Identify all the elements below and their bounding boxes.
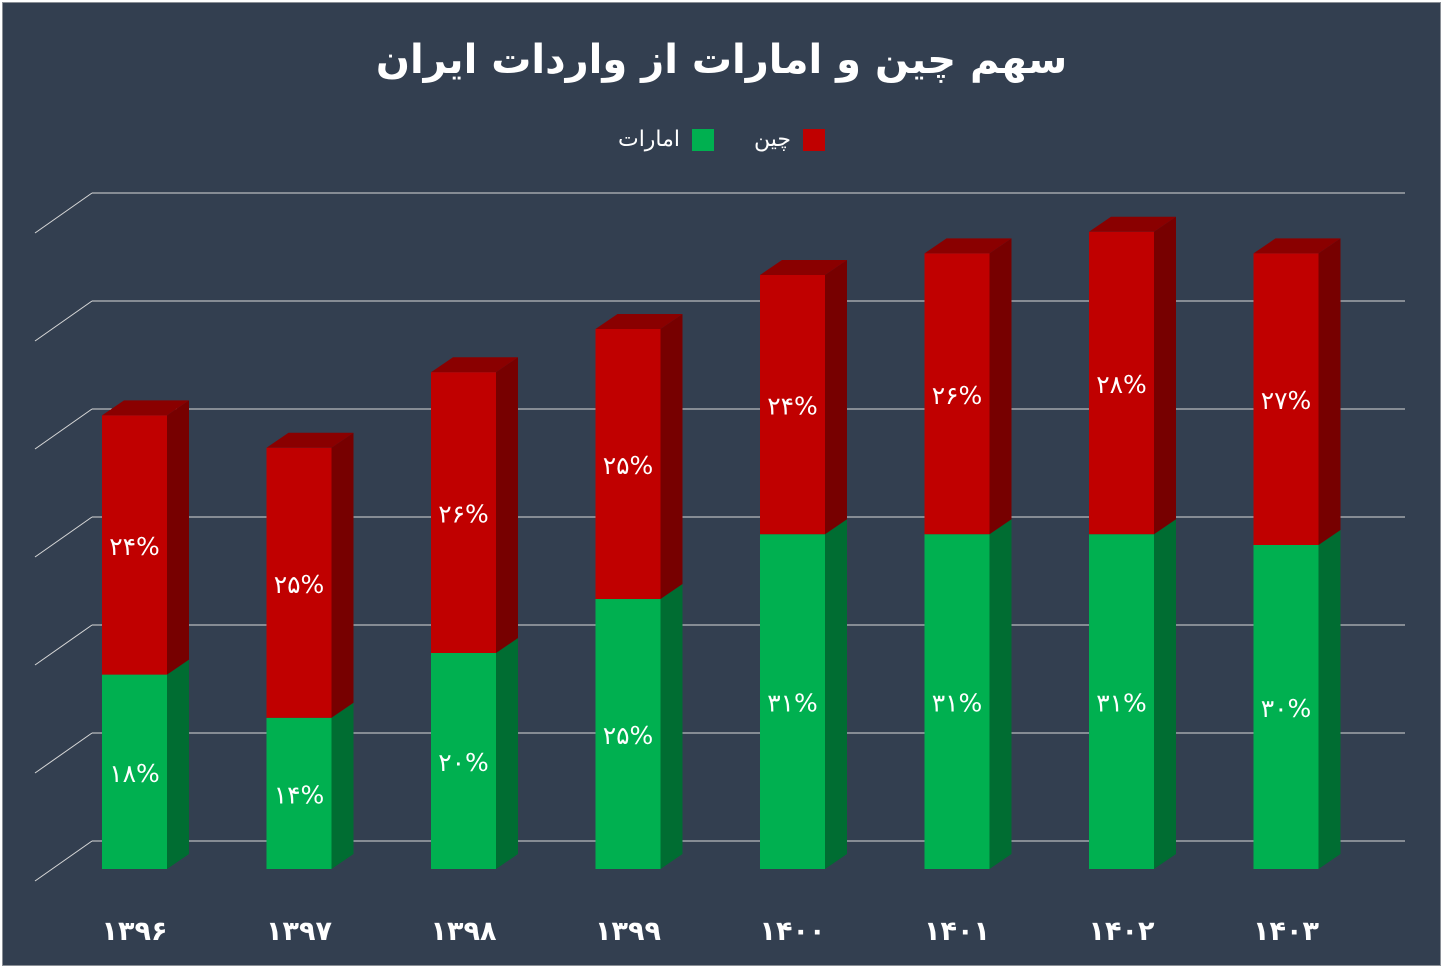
data-label: ۳۰%	[1261, 694, 1312, 723]
gridline-depth	[34, 624, 93, 666]
gridline-depth	[34, 300, 93, 342]
bar-uae-side	[1154, 519, 1176, 869]
legend-swatch-uae	[692, 128, 715, 151]
bar-china-side	[660, 314, 683, 599]
x-tick-label: ۱۳۹۸	[431, 916, 497, 947]
legend: چین امارات	[3, 127, 1440, 152]
data-label: ۲۵%	[274, 570, 325, 599]
data-label: ۳۱%	[1096, 689, 1147, 718]
bar-china-top	[266, 432, 354, 448]
data-label: ۱۸%	[109, 759, 160, 788]
bar-uae	[266, 717, 332, 869]
bar-china	[102, 415, 167, 675]
bar-uae	[431, 653, 496, 869]
bar-china	[1089, 231, 1154, 535]
data-label: ۲۷%	[1261, 386, 1312, 415]
bar-china	[1253, 253, 1319, 545]
x-tick-label: ۱۳۹۹	[595, 916, 661, 947]
data-label: ۲۶%	[438, 500, 489, 529]
bar-uae-side	[989, 519, 1012, 869]
bar-china	[266, 447, 332, 718]
data-label: ۲۶%	[932, 381, 983, 410]
x-tick-label: ۱۴۰۲	[1089, 916, 1155, 947]
bar-uae	[595, 599, 661, 869]
bar-china-top	[1253, 238, 1341, 254]
x-tick-label: ۱۳۹۷	[266, 916, 332, 947]
gridline-depth	[34, 408, 93, 450]
data-label: ۲۸%	[1096, 370, 1147, 399]
bar-uae	[760, 534, 825, 869]
bar-china-side	[1154, 216, 1176, 535]
data-label: ۳۱%	[767, 689, 818, 718]
data-label: ۳۱%	[932, 689, 983, 718]
bar-uae-side	[496, 638, 518, 869]
bar-china-top	[431, 357, 518, 373]
bar-china	[431, 372, 496, 653]
bar-china-top	[924, 238, 1012, 254]
bar-uae	[924, 534, 990, 869]
gridline-depth	[34, 516, 93, 558]
bar-china	[924, 253, 990, 535]
bar-china	[760, 275, 825, 535]
data-label: ۲۵%	[603, 721, 654, 750]
legend-label-uae: امارات	[617, 127, 681, 152]
bar-china-side	[989, 238, 1012, 535]
bar-china-top	[595, 314, 683, 329]
data-label: ۲۰%	[438, 748, 489, 777]
chart-title: سهم چین و امارات از واردات ایران	[375, 37, 1068, 83]
bar-china	[595, 329, 661, 599]
legend-item-uae: امارات	[617, 127, 715, 152]
legend-swatch-china	[803, 128, 826, 151]
x-tick-label: ۱۴۰۱	[924, 916, 990, 947]
bar-uae-side	[660, 584, 683, 869]
legend-item-china: چین	[754, 127, 826, 152]
bar-uae	[1253, 545, 1319, 869]
legend-label-china: چین	[754, 127, 792, 152]
x-tick-label: ۱۳۹۶	[102, 916, 168, 947]
bar-china-top	[1089, 216, 1176, 232]
bar-uae-side	[1318, 530, 1341, 869]
bar-china-side	[167, 400, 189, 675]
bar-china-side	[331, 432, 354, 718]
data-label: ۱۴%	[274, 780, 325, 809]
bar-china-top	[760, 260, 847, 275]
bar-china-side	[1318, 238, 1341, 545]
data-label: ۲۴%	[109, 532, 160, 561]
x-tick-label: ۱۴۰۰	[760, 916, 826, 947]
bar-uae	[1089, 534, 1154, 869]
gridline-depth	[34, 192, 93, 234]
x-tick-label: ۱۴۰۳	[1253, 916, 1319, 947]
bar-china-side	[825, 260, 847, 535]
data-label: ۲۵%	[603, 451, 654, 480]
bar-uae-side	[331, 702, 354, 869]
bar-uae-side	[825, 519, 847, 869]
bar-china-side	[496, 357, 518, 653]
bar-china-top	[102, 400, 189, 416]
bar-uae-side	[167, 659, 189, 869]
bar-uae	[102, 674, 167, 869]
data-label: ۲۴%	[767, 392, 818, 421]
gridline-depth	[34, 732, 93, 774]
gridline-depth	[34, 840, 93, 882]
